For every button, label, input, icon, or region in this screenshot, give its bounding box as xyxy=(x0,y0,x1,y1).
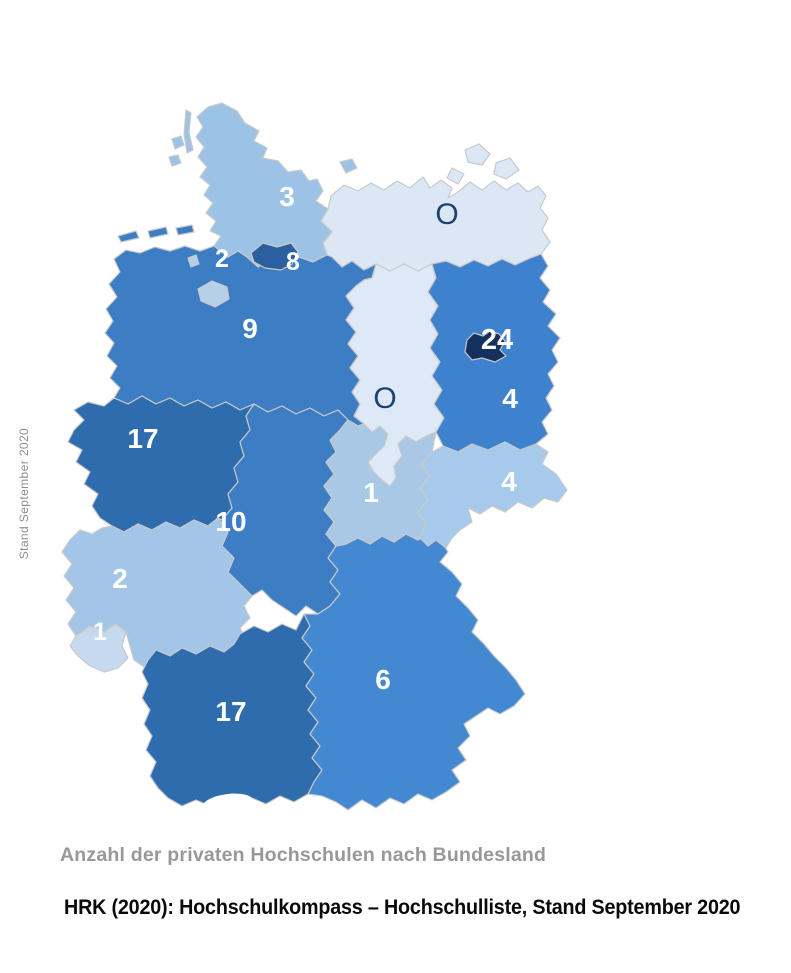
island-north-frisian xyxy=(171,135,185,150)
label-baden-wuerttemberg: 17 xyxy=(215,696,246,727)
map-caption: Anzahl der privaten Hochschulen nach Bun… xyxy=(60,844,547,866)
island-usedom xyxy=(493,157,520,180)
island-north-frisian-2 xyxy=(168,154,182,167)
label-bayern: 6 xyxy=(375,664,391,695)
lake-constance xyxy=(203,793,253,813)
label-brandenburg: 4 xyxy=(502,383,518,414)
label-mecklenburg-vorpommern: O xyxy=(435,198,458,231)
label-berlin: 24 xyxy=(481,324,513,356)
island-hiddensee xyxy=(446,167,465,185)
label-thueringen: 1 xyxy=(363,477,379,508)
island-east-frisian-1 xyxy=(117,230,140,243)
island-ruegen xyxy=(464,143,491,166)
island-fehmarn xyxy=(339,158,358,174)
source-line: HRK (2020): Hochschulkompass – Hochschul… xyxy=(64,896,741,919)
label-nordrhein-westfalen: 17 xyxy=(127,423,158,454)
label-saarland: 1 xyxy=(93,618,107,646)
island-east-frisian-2 xyxy=(147,226,169,239)
label-sachsen: 4 xyxy=(501,466,517,497)
state-berlin xyxy=(464,330,507,363)
state-bremen-bremerhaven xyxy=(187,254,200,268)
state-hamburg xyxy=(250,242,299,271)
label-rheinland-pfalz: 2 xyxy=(112,563,128,594)
label-sachsen-anhalt: O xyxy=(373,382,396,415)
label-hessen: 10 xyxy=(215,506,246,537)
island-east-frisian-3 xyxy=(175,224,195,236)
label-niedersachsen: 9 xyxy=(242,313,258,344)
state-saarland xyxy=(69,623,129,673)
side-note-stand: Stand September 2020 xyxy=(17,427,31,560)
state-sachsen xyxy=(417,441,568,549)
state-bayern xyxy=(301,533,526,811)
label-hamburg: 8 xyxy=(286,248,300,276)
state-schleswig-holstein xyxy=(195,102,333,268)
label-schleswig-holstein: 3 xyxy=(279,181,295,212)
label-bremen: 2 xyxy=(215,245,229,273)
island-sylt xyxy=(183,109,194,154)
state-bremen xyxy=(197,280,230,308)
